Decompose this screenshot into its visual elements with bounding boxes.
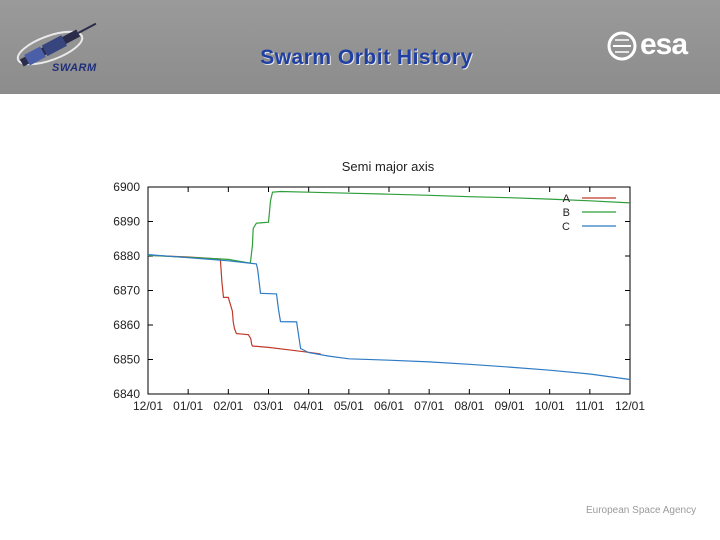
y-tick-label: 6840 xyxy=(113,387,140,401)
x-tick-label: 08/01 xyxy=(454,399,484,413)
legend-label-C: C xyxy=(562,221,570,233)
x-tick-label: 02/01 xyxy=(213,399,243,413)
page-title: Swarm Orbit History xyxy=(260,46,473,69)
series-line-A xyxy=(147,254,321,355)
legend-label-A: A xyxy=(563,193,571,205)
x-tick-label: 11/01 xyxy=(575,399,604,413)
esa-logo-text: esa xyxy=(640,28,688,61)
x-tick-label: 05/01 xyxy=(334,399,364,413)
x-tick-label: 12/01 xyxy=(615,399,645,413)
legend-label-B: B xyxy=(563,207,570,219)
x-tick-label: 03/01 xyxy=(253,399,283,413)
header-bar: SWARM Swarm Orbit History esa xyxy=(0,0,720,94)
legend: ABC xyxy=(562,193,616,233)
y-tick-label: 6860 xyxy=(113,318,140,332)
series-lines xyxy=(147,190,631,381)
x-tick-label: 06/01 xyxy=(374,399,404,413)
semi-major-axis-chart: Semi major axis 6900 6890 6880 6870 6860 6850… xyxy=(113,159,645,413)
swarm-logo-text: SWARM xyxy=(52,62,97,74)
series-line-B xyxy=(147,190,631,264)
plot-frame xyxy=(147,186,631,395)
x-tick-label: 07/01 xyxy=(414,399,444,413)
x-tick-label: 09/01 xyxy=(494,399,524,413)
swarm-satellite-logo-icon xyxy=(16,22,97,67)
y-tick-label: 6890 xyxy=(113,215,140,229)
y-tick-label: 6870 xyxy=(113,284,140,298)
y-tick-label: 6880 xyxy=(113,249,140,263)
y-axis: 6900 6890 6880 6870 6860 6850 6840 xyxy=(113,180,630,401)
y-tick-label: 6900 xyxy=(113,180,140,194)
chart-title: Semi major axis xyxy=(342,159,435,174)
series-line-C xyxy=(147,254,631,381)
x-axis: 12/01 01/01 02/01 03/01 04/01 05/01 06/01 07/01… xyxy=(133,187,645,413)
x-tick-label: 04/01 xyxy=(294,399,324,413)
esa-logo-icon xyxy=(607,31,637,61)
x-tick-label: 10/01 xyxy=(535,399,565,413)
agency-footer-text: European Space Agency xyxy=(586,505,697,516)
x-tick-label: 12/01 xyxy=(133,399,163,413)
x-tick-label: 01/01 xyxy=(173,399,203,413)
y-tick-label: 6850 xyxy=(113,353,140,367)
